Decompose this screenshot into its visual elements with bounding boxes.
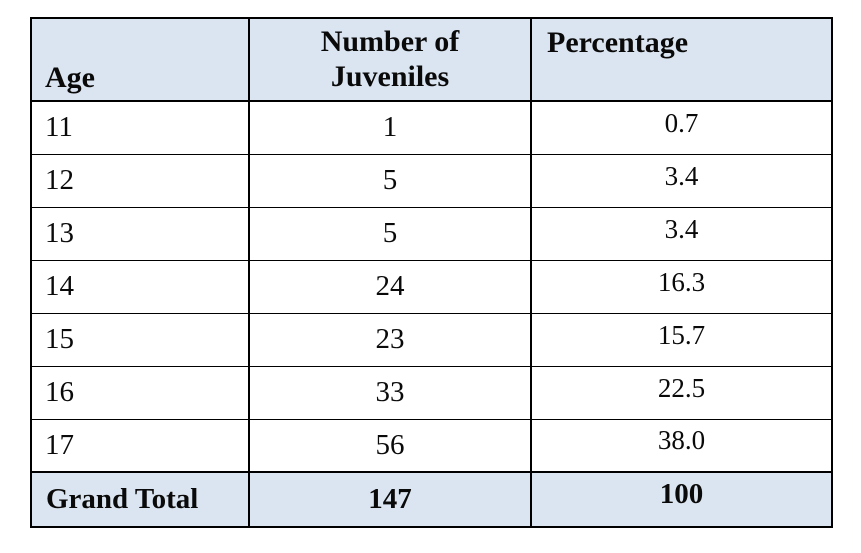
- cell-age: 14: [30, 259, 250, 314]
- cell-age: 13: [30, 206, 250, 261]
- cell-number-of-juveniles: 56: [248, 418, 532, 473]
- cell-percentage: 15.7: [530, 312, 833, 367]
- table-row: 16 33 22.5: [30, 365, 833, 420]
- table-row: 17 56 38.0: [30, 418, 833, 473]
- cell-age: 16: [30, 365, 250, 420]
- juvenile-age-distribution-table: Age Number of Juveniles Percentage 11 1 …: [30, 17, 833, 528]
- column-header-number-of-juveniles-label: Number of Juveniles: [320, 25, 460, 93]
- cell-age: 15: [30, 312, 250, 367]
- column-header-number-of-juveniles: Number of Juveniles: [248, 17, 532, 102]
- cell-percentage: 3.4: [530, 206, 833, 261]
- cell-age: 12: [30, 153, 250, 208]
- cell-number-of-juveniles: 5: [248, 206, 532, 261]
- cell-number-of-juveniles: 5: [248, 153, 532, 208]
- table-row: 14 24 16.3: [30, 259, 833, 314]
- grand-total-row: Grand Total 147 100: [30, 471, 833, 528]
- cell-number-of-juveniles: 33: [248, 365, 532, 420]
- cell-percentage: 38.0: [530, 418, 833, 473]
- cell-age: 11: [30, 100, 250, 155]
- cell-percentage: 0.7: [530, 100, 833, 155]
- table-row: 13 5 3.4: [30, 206, 833, 261]
- table-row: 12 5 3.4: [30, 153, 833, 208]
- column-header-percentage: Percentage: [530, 17, 833, 102]
- cell-percentage: 3.4: [530, 153, 833, 208]
- grand-total-label: Grand Total: [30, 471, 250, 528]
- cell-number-of-juveniles: 1: [248, 100, 532, 155]
- cell-number-of-juveniles: 23: [248, 312, 532, 367]
- column-header-age: Age: [30, 17, 250, 102]
- cell-number-of-juveniles: 24: [248, 259, 532, 314]
- grand-total-number-of-juveniles: 147: [248, 471, 532, 528]
- cell-age: 17: [30, 418, 250, 473]
- cell-percentage: 22.5: [530, 365, 833, 420]
- grand-total-percentage: 100: [530, 471, 833, 528]
- cell-percentage: 16.3: [530, 259, 833, 314]
- table-row: 15 23 15.7: [30, 312, 833, 367]
- header-row: Age Number of Juveniles Percentage: [30, 17, 833, 102]
- table-row: 11 1 0.7: [30, 100, 833, 155]
